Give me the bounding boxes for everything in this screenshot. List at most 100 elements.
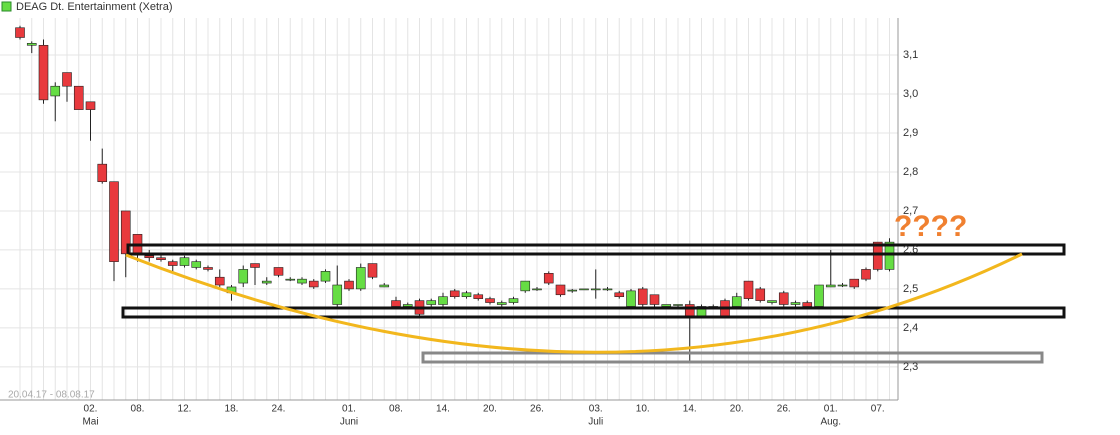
month-label: Juli (588, 417, 603, 428)
legend-swatch (1, 1, 12, 12)
candle-body (461, 292, 472, 298)
annotation: ???? (894, 210, 967, 243)
candle-body (614, 292, 625, 298)
candle-body (50, 85, 61, 97)
candle-body (438, 296, 448, 305)
candle-body (332, 284, 343, 305)
y-tick-label: 2,9 (903, 127, 918, 139)
y-tick-label: 2,7 (903, 205, 918, 217)
candle-body (790, 302, 801, 305)
month-label: Juni (340, 417, 358, 428)
month-label: Mai (82, 417, 98, 428)
candle-body (38, 44, 49, 101)
candle-body (273, 267, 284, 276)
y-tick-label: 3,1 (903, 49, 918, 61)
candle-body (250, 263, 260, 268)
chart-title: DEAG Dt. Entertainment (Xetra) (16, 1, 173, 13)
candle-body (731, 296, 742, 307)
candle-body (167, 261, 178, 266)
x-tick-label: 08. (389, 404, 403, 415)
candle-body (203, 267, 213, 270)
candle-body (872, 241, 883, 270)
resistance-box (126, 243, 1066, 256)
candle-body (532, 288, 542, 291)
candle-body (344, 280, 354, 290)
x-tick-label: 14. (683, 404, 697, 415)
candle-body (543, 273, 554, 284)
x-tick-label: 10. (636, 404, 650, 415)
candle-body (485, 298, 495, 303)
x-tick-label: 12. (178, 404, 192, 415)
candle-body (15, 27, 25, 38)
y-tick-label: 3,0 (903, 88, 918, 100)
candle-body (355, 267, 366, 290)
candle-body (649, 294, 660, 305)
candle-body (579, 288, 589, 291)
x-tick-label: 26. (777, 404, 791, 415)
candle-body (814, 284, 824, 307)
candle-body (684, 304, 695, 317)
candle-body (567, 289, 578, 292)
candle-body (238, 269, 249, 284)
y-tick-label: 2,8 (903, 166, 918, 178)
y-tick-label: 2,5 (903, 283, 918, 295)
candle-body (320, 271, 331, 282)
y-tick-label: 2,6 (903, 244, 918, 256)
candle-body (367, 263, 378, 278)
y-tick-label: 2,4 (903, 322, 918, 334)
candle-body (191, 261, 202, 268)
candle-body (179, 257, 190, 266)
candle-body (778, 292, 789, 305)
candle-body (849, 278, 860, 288)
annotations (121, 243, 1066, 364)
candle-body (755, 288, 766, 301)
x-tick-label: 02. (84, 404, 98, 415)
candle-body (109, 181, 119, 262)
x-tick-label: 20. (730, 404, 744, 415)
x-tick-label: 07. (871, 404, 885, 415)
candle-body (520, 280, 531, 292)
x-tick-label: 26. (530, 404, 544, 415)
candle-body (297, 278, 307, 284)
candle-body (97, 163, 108, 183)
candle-body (426, 300, 437, 305)
candle-body (214, 276, 225, 286)
y-tick-label: 2,3 (903, 361, 918, 373)
date-range: 20.04.17 - 08.08.17 (8, 390, 95, 401)
x-tick-label: 24. (272, 404, 286, 415)
candle-body (62, 72, 72, 87)
trend-curve (125, 252, 1023, 354)
x-tick-label: 14. (436, 404, 450, 415)
candle-body (26, 43, 37, 46)
candle-body (837, 284, 848, 287)
candle-body (825, 284, 836, 288)
candle-body (73, 85, 84, 110)
x-tick-label: 01. (824, 404, 838, 415)
candle-body (144, 255, 155, 259)
candle-body (661, 304, 672, 307)
candle-body (590, 288, 601, 291)
candle-body (743, 280, 754, 299)
candle-body (637, 288, 648, 305)
x-tick-label: 18. (225, 404, 239, 415)
month-label: Aug. (820, 417, 841, 428)
candle-body (308, 280, 319, 288)
candle-body (555, 284, 566, 296)
candle-body (261, 280, 272, 284)
candle-body (449, 290, 460, 298)
candle-body (496, 302, 507, 305)
candle-body (626, 290, 636, 307)
support-box (121, 306, 1066, 319)
candle-body (285, 278, 296, 281)
x-tick-label: 01. (342, 404, 356, 415)
candle-body (508, 298, 519, 303)
candle-body (391, 300, 401, 307)
candle-body (156, 257, 166, 260)
candle-body (767, 300, 777, 303)
candle-body (602, 288, 613, 291)
candle-body (120, 210, 131, 255)
x-tick-label: 03. (589, 404, 603, 415)
x-tick-label: 20. (483, 404, 497, 415)
x-tick-label: 08. (131, 404, 145, 415)
